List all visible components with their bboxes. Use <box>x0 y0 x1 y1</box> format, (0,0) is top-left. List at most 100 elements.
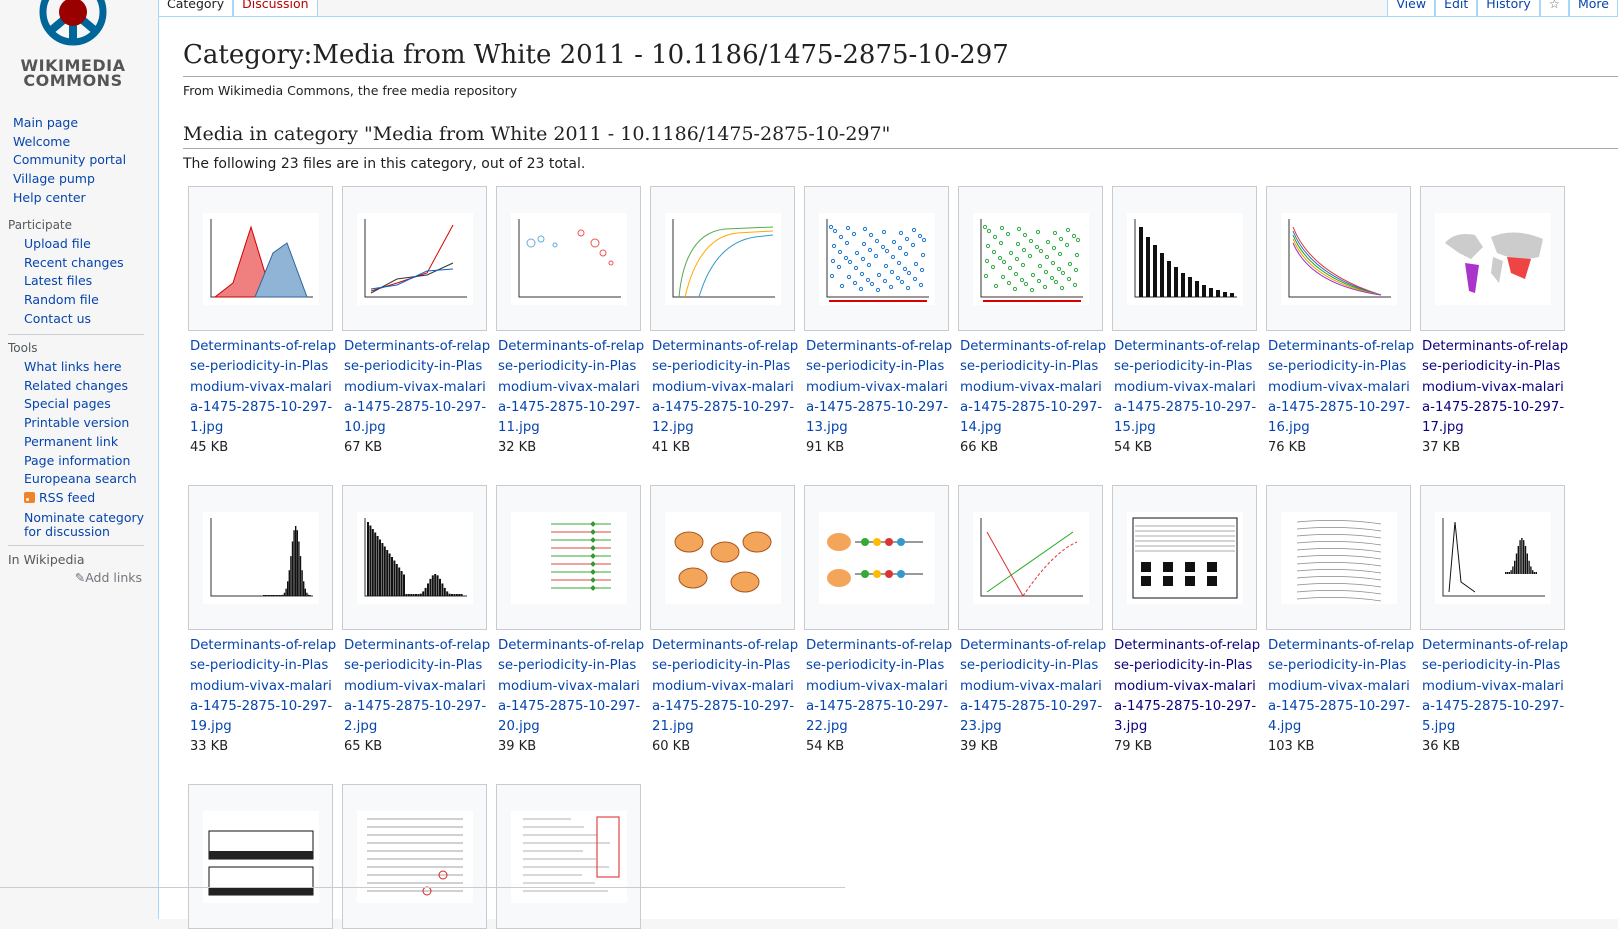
file-thumbnail[interactable] <box>958 485 1103 630</box>
file-link[interactable]: Determinants-of-relapse-periodicity-in-P… <box>1268 638 1415 735</box>
file-link[interactable]: Determinants-of-relapse-periodicity-in-P… <box>1268 339 1415 436</box>
sidebar-item-page-information[interactable]: Page information <box>24 452 150 471</box>
sidebar-item-rss-feed[interactable]: RSS feed <box>24 489 150 508</box>
file-link[interactable]: Determinants-of-relapse-periodicity-in-P… <box>1114 339 1261 436</box>
tab-view[interactable]: View <box>1387 0 1436 17</box>
sidebar-item-latest-files[interactable]: Latest files <box>24 272 150 291</box>
sidebar-item-community-portal[interactable]: Community portal <box>13 151 150 170</box>
sidebar-item-nominate-category-for-discussion[interactable]: Nominate category for discussion <box>24 508 150 539</box>
file-size: 65 KB <box>344 739 383 755</box>
gallery-item: Determinants-of-relapse-periodicity-in-P… <box>496 485 646 757</box>
sidebar-tools: Tools What links here Related changes Spec… <box>8 334 150 539</box>
sidebar-link[interactable]: Welcome <box>13 133 71 149</box>
sidebar-link[interactable]: RSS feed <box>39 489 96 505</box>
tab-history[interactable]: History <box>1477 0 1540 17</box>
file-thumbnail[interactable] <box>650 186 795 331</box>
sidebar-link[interactable]: Village pump <box>13 171 95 187</box>
sidebar-link[interactable]: Special pages <box>24 396 111 412</box>
file-thumbnail[interactable] <box>188 784 333 929</box>
sidebar-item-upload-file[interactable]: Upload file <box>24 235 150 254</box>
file-thumbnail[interactable] <box>342 485 487 630</box>
file-thumbnail[interactable] <box>188 485 333 630</box>
file-size: 79 KB <box>1114 739 1153 755</box>
sidebar-item-recent-changes[interactable]: Recent changes <box>24 254 150 273</box>
file-thumbnail[interactable] <box>1420 485 1565 630</box>
file-thumbnail[interactable] <box>342 186 487 331</box>
file-size: 39 KB <box>960 739 999 755</box>
sidebar-link[interactable]: Nominate category for discussion <box>24 509 145 539</box>
file-link[interactable]: Determinants-of-relapse-periodicity-in-P… <box>498 339 645 436</box>
file-thumbnail[interactable] <box>650 485 795 630</box>
sidebar-link[interactable]: What links here <box>24 359 122 374</box>
file-link[interactable]: Determinants-of-relapse-periodicity-in-P… <box>806 638 953 735</box>
file-link[interactable]: Determinants-of-relapse-periodicity-in-P… <box>960 638 1107 735</box>
sidebar-item-printable-version[interactable]: Printable version <box>24 414 150 433</box>
sidebar-link[interactable]: Recent changes <box>24 254 124 270</box>
sidebar-link[interactable]: Contact us <box>24 310 92 326</box>
file-link[interactable]: Determinants-of-relapse-periodicity-in-P… <box>652 638 799 735</box>
sidebar-item-contact-us[interactable]: Contact us <box>24 310 150 329</box>
file-thumbnail[interactable] <box>1266 485 1411 630</box>
file-caption: Determinants-of-relapse-periodicity-in-P… <box>650 331 800 458</box>
file-thumbnail[interactable] <box>958 186 1103 331</box>
sidebar-link[interactable]: Related changes <box>24 377 128 393</box>
file-size: 76 KB <box>1268 440 1307 456</box>
watch-star-icon[interactable]: ☆ <box>1539 0 1569 17</box>
sidebar-item-permanent-link[interactable]: Permanent link <box>24 433 150 452</box>
sidebar-link[interactable]: Latest files <box>24 273 93 289</box>
sidebar-link[interactable]: Upload file <box>24 236 91 251</box>
sidebar-link[interactable]: Europeana search <box>24 471 137 487</box>
file-link[interactable]: Determinants-of-relapse-periodicity-in-P… <box>960 339 1107 436</box>
file-thumbnail[interactable] <box>804 485 949 630</box>
file-thumbnail[interactable] <box>496 485 641 630</box>
file-thumbnail[interactable] <box>188 186 333 331</box>
sidebar-item-welcome[interactable]: Welcome <box>13 133 150 152</box>
file-link[interactable]: Determinants-of-relapse-periodicity-in-P… <box>344 638 491 735</box>
tab-category[interactable]: Category <box>158 0 234 17</box>
sidebar-link[interactable]: Page information <box>24 452 131 468</box>
file-thumbnail[interactable] <box>1266 186 1411 331</box>
sidebar-link[interactable]: Printable version <box>24 415 130 431</box>
sidebar-item-europeana-search[interactable]: Europeana search <box>24 470 150 489</box>
thumbnail-image <box>202 511 319 604</box>
file-link[interactable]: Determinants-of-relapse-periodicity-in-P… <box>190 638 337 735</box>
file-caption: Determinants-of-relapse-periodicity-in-P… <box>1420 630 1570 757</box>
tab-discussion[interactable]: Discussion <box>233 0 318 17</box>
sidebar-link[interactable]: Main page <box>13 115 79 130</box>
file-thumbnail[interactable] <box>1112 485 1257 630</box>
site-logo[interactable]: WIKIMEDIA COMMONS <box>0 0 150 95</box>
horizontal-scrollbar[interactable] <box>0 887 845 888</box>
thumbnail-image <box>972 511 1089 604</box>
gallery-item: Determinants-of-relapse-periodicity-in-P… <box>342 485 492 757</box>
file-link[interactable]: Determinants-of-relapse-periodicity-in-P… <box>1114 638 1261 735</box>
sidebar-item-related-changes[interactable]: Related changes <box>24 377 150 396</box>
sidebar-link[interactable]: Help center <box>13 189 86 205</box>
sidebar-item-village-pump[interactable]: Village pump <box>13 170 150 189</box>
sidebar-item-help-center[interactable]: Help center <box>13 189 150 208</box>
file-thumbnail[interactable] <box>804 186 949 331</box>
file-link[interactable]: Determinants-of-relapse-periodicity-in-P… <box>1422 638 1569 735</box>
tab-more[interactable]: More <box>1569 0 1618 17</box>
sidebar-link[interactable]: Random file <box>24 292 99 308</box>
tab-edit[interactable]: Edit <box>1435 0 1478 17</box>
file-thumbnail[interactable] <box>496 186 641 331</box>
figure-preview-icon <box>674 531 771 592</box>
file-thumbnail[interactable] <box>496 784 641 929</box>
add-links-link[interactable]: ✎Add links <box>74 570 142 585</box>
file-thumbnail[interactable] <box>1112 186 1257 331</box>
file-link[interactable]: Determinants-of-relapse-periodicity-in-P… <box>498 638 645 735</box>
sidebar-item-what-links-here[interactable]: What links here <box>24 358 150 377</box>
file-thumbnail[interactable] <box>342 784 487 929</box>
file-thumbnail[interactable] <box>1420 186 1565 331</box>
file-link[interactable]: Determinants-of-relapse-periodicity-in-P… <box>806 339 953 436</box>
file-size: 60 KB <box>652 739 691 755</box>
sidebar-link[interactable]: Permanent link <box>24 433 119 449</box>
sidebar-link[interactable]: Community portal <box>13 152 127 168</box>
file-link[interactable]: Determinants-of-relapse-periodicity-in-P… <box>1422 339 1569 436</box>
file-link[interactable]: Determinants-of-relapse-periodicity-in-P… <box>190 339 337 436</box>
sidebar-item-random-file[interactable]: Random file <box>24 291 150 310</box>
sidebar-item-special-pages[interactable]: Special pages <box>24 395 150 414</box>
sidebar-item-main-page[interactable]: Main page <box>13 114 150 133</box>
file-link[interactable]: Determinants-of-relapse-periodicity-in-P… <box>652 339 799 436</box>
file-link[interactable]: Determinants-of-relapse-periodicity-in-P… <box>344 339 491 436</box>
